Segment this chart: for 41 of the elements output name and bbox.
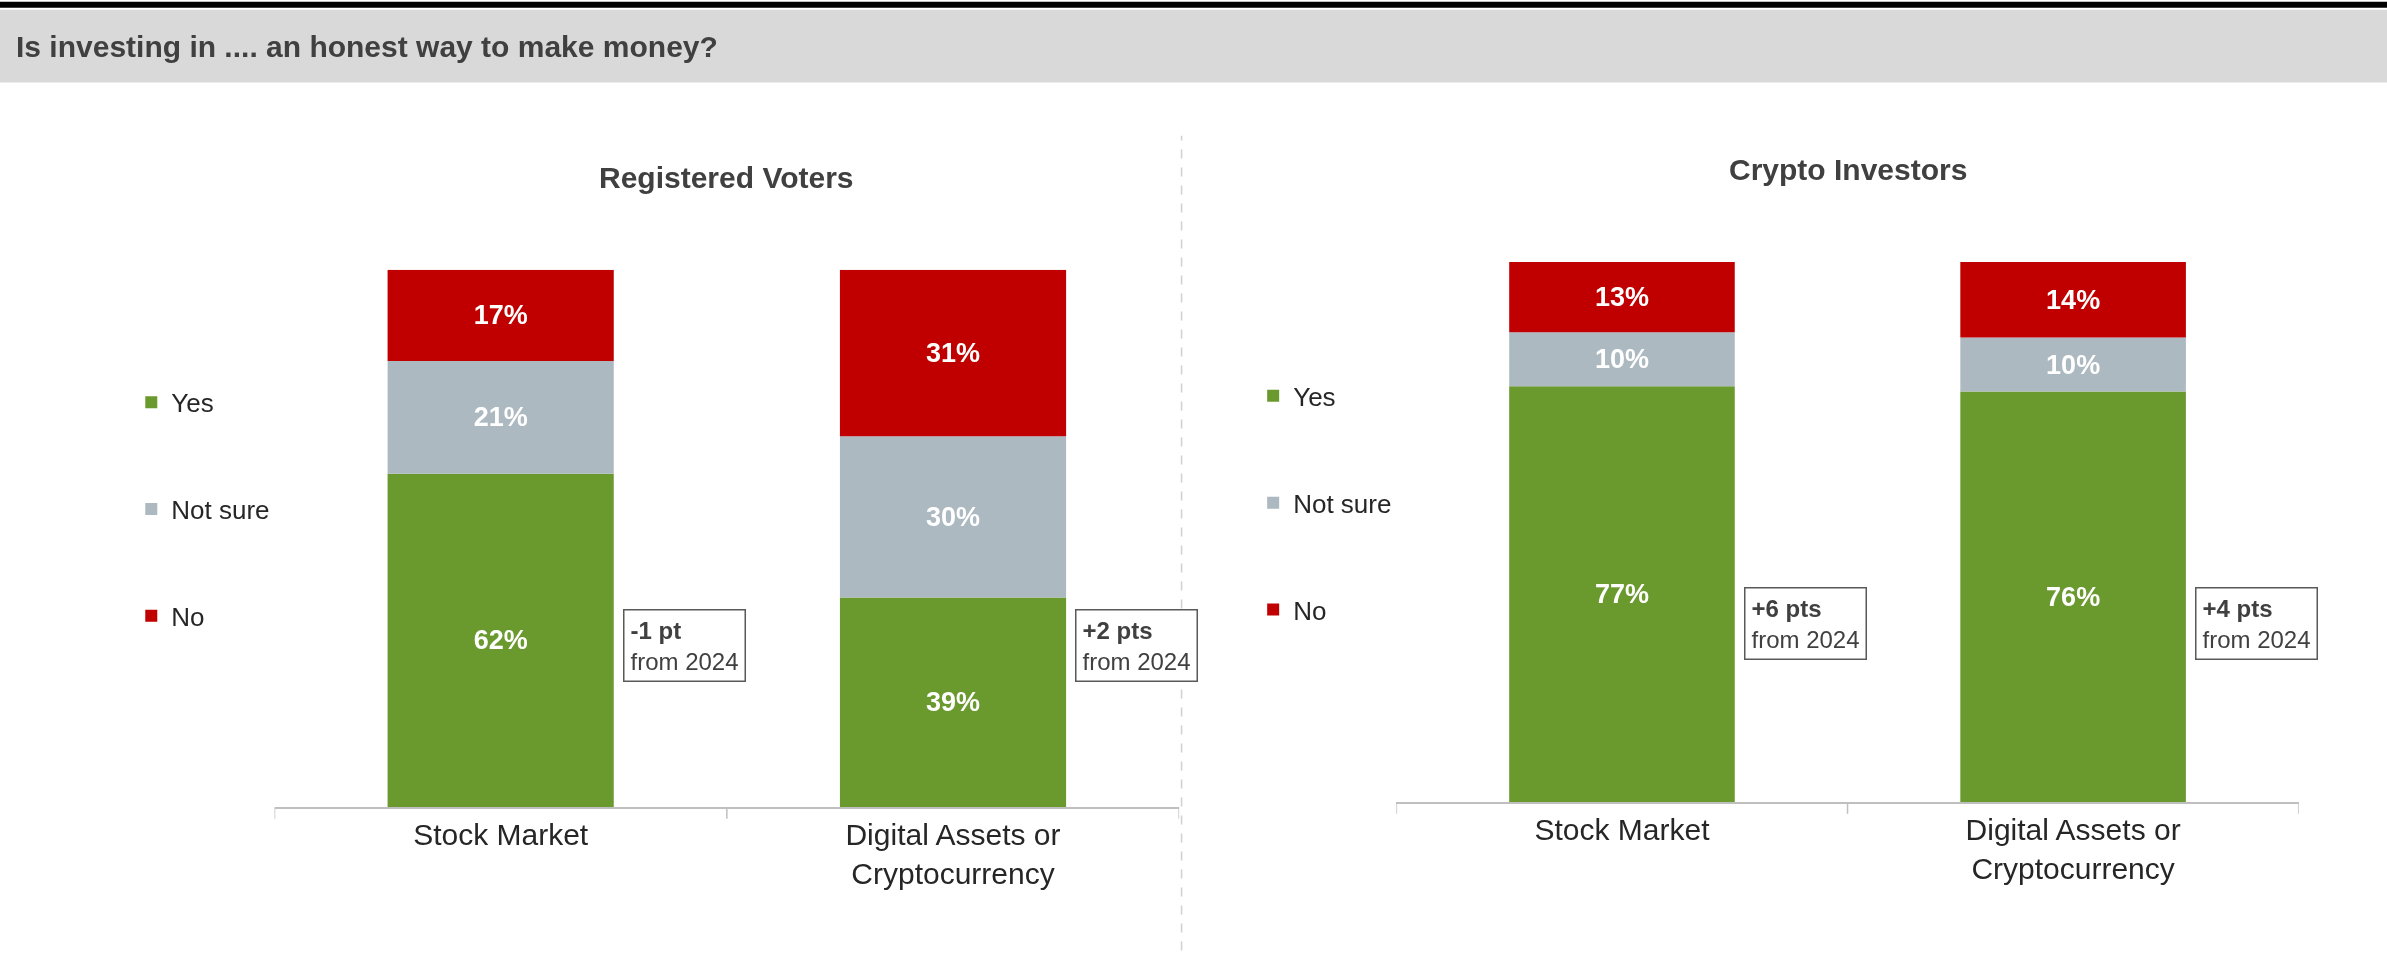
- x-tick-label: Digital Assets or Cryptocurrency: [845, 817, 1061, 890]
- x-tick-label: Stock Market: [1534, 812, 1711, 846]
- data-label: 10%: [2046, 349, 2101, 380]
- text: Is investing in .... an honest way to make money?: [16, 30, 718, 63]
- data-label: 39%: [925, 687, 981, 718]
- x-tick-label: Stock Market: [413, 817, 589, 851]
- annotation: +2 pts from 2024: [1082, 616, 1191, 675]
- annotation: +4 pts from 2024: [2202, 594, 2311, 653]
- bar: [387, 473, 614, 808]
- data-label: 17%: [473, 300, 528, 331]
- bar: [839, 597, 1067, 808]
- bar: [387, 269, 614, 362]
- data-label: 14%: [2046, 284, 2101, 315]
- data-label: 30%: [925, 501, 981, 532]
- chart-title: Crypto Investors: [1729, 153, 1968, 186]
- bar: [1960, 261, 2186, 338]
- bar: [1509, 332, 1735, 387]
- bar: [1960, 391, 2186, 803]
- data-label: 21%: [473, 402, 528, 433]
- bar: [839, 436, 1067, 598]
- bar: [387, 361, 614, 474]
- data-label: 76%: [2046, 581, 2101, 612]
- annotation: +6 pts from 2024: [1751, 594, 1860, 653]
- data-label: 77%: [1594, 579, 1649, 610]
- data-label: 62%: [473, 625, 528, 656]
- data-label: 10%: [1594, 344, 1649, 375]
- legend-label: Yes: [171, 388, 214, 419]
- legend-label: Not sure: [1293, 488, 1392, 519]
- legend-label: Not sure: [171, 495, 270, 526]
- annotation: -1 pt from 2024: [630, 616, 739, 675]
- chart-title: Registered Voters: [599, 161, 854, 194]
- data-label: 31%: [925, 337, 981, 368]
- bar: [1960, 337, 2186, 392]
- bar: [1509, 386, 1735, 803]
- bar: [839, 269, 1067, 437]
- data-label: 13%: [1594, 282, 1649, 313]
- legend-label: No: [171, 601, 205, 632]
- x-tick-label: Digital Assets or Cryptocurrency: [1965, 812, 2181, 885]
- legend-label: No: [1293, 595, 1327, 626]
- bar: [1509, 261, 1735, 333]
- legend-label: Yes: [1293, 381, 1336, 412]
